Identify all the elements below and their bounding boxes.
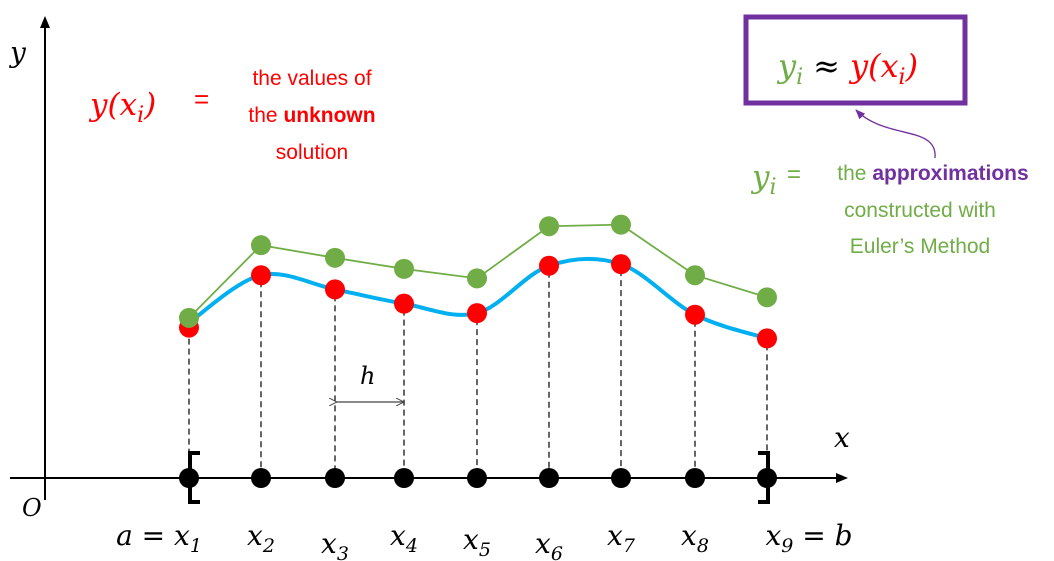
grid-nodes: [179, 468, 777, 488]
node-label-9: x9 = b: [765, 519, 852, 557]
euler-point-6: [539, 216, 559, 237]
exact-line-2-bold: unknown: [283, 104, 375, 127]
approx-line-2: constructed with: [844, 199, 996, 222]
euler-point-2: [251, 235, 271, 256]
exact-line-2-pre: the: [248, 104, 283, 127]
grid-node-2: [251, 468, 271, 488]
boxed-left: y: [776, 47, 797, 85]
step-size-label: h: [360, 362, 375, 390]
exact-line-3: solution: [276, 141, 348, 164]
exact-points: [179, 254, 777, 349]
grid-node-7: [611, 468, 631, 488]
approx-line-1-pre: the: [837, 162, 872, 185]
approx-lhs: y: [750, 159, 770, 195]
grid-node-4: [394, 468, 414, 488]
vertical-dash-lines: [188, 270, 768, 470]
euler-point-5: [467, 268, 487, 289]
approx-lhs-sub: i: [770, 175, 777, 200]
node-label-1: a = x1: [116, 519, 202, 557]
exact-point-5: [467, 303, 487, 324]
node-label-5: x5: [463, 523, 491, 561]
exact-line-2: the unknown: [248, 104, 375, 127]
euler-point-1: [179, 307, 199, 328]
grid-node-3: [325, 468, 345, 488]
exact-point-7: [611, 254, 631, 275]
euler-point-7: [611, 214, 631, 235]
exact-lhs-close: ): [143, 87, 156, 123]
euler-point-4: [394, 258, 414, 279]
node-labels: a = x1 x2 x3 x4 x5 x6 x7 x8 x9 = b: [116, 519, 852, 561]
exact-point-3: [325, 279, 345, 300]
approx-line-1-bold: approximations: [872, 162, 1028, 185]
approx-line-1: the approximations: [837, 162, 1028, 185]
grid-node-1: [179, 468, 199, 488]
approx-line-3: Euler’s Method: [850, 235, 990, 258]
exact-point-6: [539, 255, 559, 276]
boxed-right-close: ): [905, 47, 918, 85]
grid-node-6: [539, 468, 559, 488]
euler-point-9: [757, 287, 777, 308]
exact-solution-symbol: y(xi): [88, 87, 156, 128]
boxed-approx-symbol: ≈: [813, 47, 840, 85]
node-label-3: x3: [321, 527, 349, 561]
approx-equals: =: [787, 161, 801, 188]
grid-node-5: [467, 468, 487, 488]
x-axis-label: x: [834, 421, 850, 454]
grid-node-8: [685, 468, 705, 488]
exact-point-9: [757, 328, 777, 349]
node-label-4: x4: [390, 519, 418, 557]
exact-equals: =: [194, 84, 209, 114]
boxed-right: y(x: [848, 47, 899, 85]
exact-point-2: [251, 265, 271, 286]
node-label-6: x6: [535, 527, 563, 561]
boxed-left-sub: i: [796, 65, 803, 90]
y-axis-label: y: [8, 36, 27, 69]
boxed-right-sub: i: [899, 65, 906, 90]
euler-point-3: [325, 247, 345, 268]
origin-label: O: [22, 494, 42, 522]
node-label-2: x2: [247, 519, 275, 557]
exact-point-8: [685, 304, 705, 325]
exact-point-4: [394, 293, 414, 314]
approx-symbol: yi: [750, 159, 777, 200]
grid-node-9: [757, 468, 777, 488]
exact-lhs-sub: i: [137, 103, 144, 128]
euler-points: [179, 214, 777, 328]
pointer-arrow: [855, 109, 936, 159]
exact-line-1: the values of: [252, 67, 371, 90]
approx-relation: yi ≈ y(xi): [776, 47, 918, 90]
euler-point-8: [685, 265, 705, 286]
node-label-7: x7: [607, 519, 636, 557]
node-label-8: x8: [681, 519, 709, 557]
approx-relation-box: [743, 14, 968, 106]
exact-lhs: y(x: [88, 87, 138, 123]
